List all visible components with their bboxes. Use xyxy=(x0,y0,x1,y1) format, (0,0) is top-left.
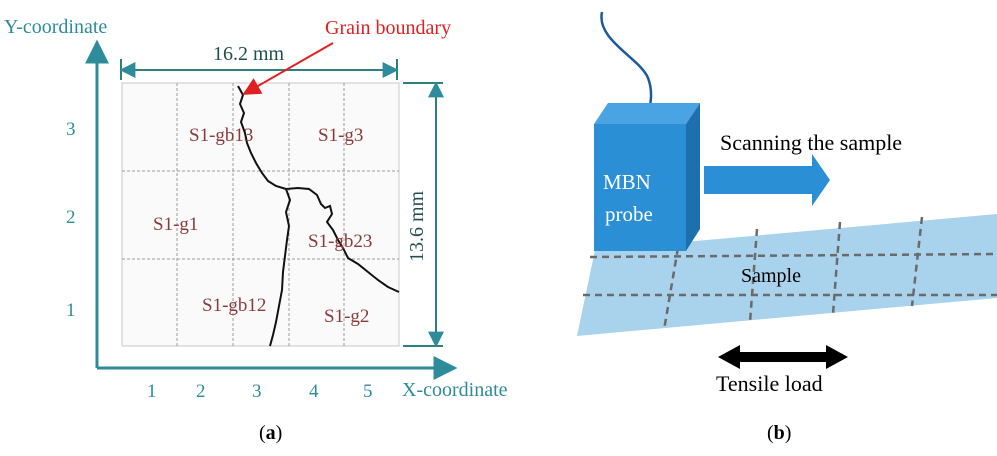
probe-front xyxy=(594,124,686,251)
y-tick-3: 3 xyxy=(66,119,76,140)
probe-top xyxy=(594,103,700,124)
sample-grid xyxy=(583,216,997,331)
probe-side xyxy=(686,103,700,251)
panel-a: Y-coordinate X-coordinate 1 2 3 4 5 3 2 … xyxy=(4,16,508,402)
tensile-load-label: Tensile load xyxy=(716,371,823,396)
caption-b-open: ( xyxy=(767,422,774,444)
sample-area xyxy=(121,82,400,347)
caption-a-close: ) xyxy=(275,422,283,444)
scan-direction-arrow xyxy=(704,154,830,206)
region-label-gb23: S1-gb23 xyxy=(308,231,372,252)
panel-b: Sample MBN probe Scanning the sample Ten… xyxy=(577,11,997,396)
x-tick-5: 5 xyxy=(363,381,373,402)
y-axis-label: Y-coordinate xyxy=(4,16,107,38)
width-dimension xyxy=(119,59,399,80)
scan-grid xyxy=(122,83,399,346)
annotation-label: Grain boundary xyxy=(325,17,451,39)
probe-label-line2: probe xyxy=(605,202,653,226)
region-label-g2: S1-g2 xyxy=(324,306,369,327)
probe-label-line1: MBN xyxy=(603,170,651,194)
region-label-g1: S1-g1 xyxy=(153,214,198,235)
height-dimension xyxy=(403,81,444,348)
x-tick-1: 1 xyxy=(147,381,157,402)
region-label-g3: S1-g3 xyxy=(318,125,363,146)
width-dimension-label: 16.2 mm xyxy=(213,43,285,65)
height-dimension-label: 13.6 mm xyxy=(406,190,428,262)
x-tick-2: 2 xyxy=(196,381,206,402)
x-axis-label: X-coordinate xyxy=(402,379,508,401)
annotation-arrow xyxy=(242,42,334,95)
x-tick-3: 3 xyxy=(252,381,262,402)
caption-b-close: ) xyxy=(784,422,792,444)
caption-a-letter: a xyxy=(265,422,276,444)
x-tick-4: 4 xyxy=(309,381,319,402)
caption-a-open: ( xyxy=(259,422,266,444)
caption-b: (b) xyxy=(767,422,791,445)
y-tick-1: 1 xyxy=(66,300,76,321)
y-tick-2: 2 xyxy=(66,207,76,228)
scan-label: Scanning the sample xyxy=(720,130,902,155)
caption-a: (a) xyxy=(259,422,282,445)
grain-boundary-line xyxy=(237,85,400,347)
caption-b-letter: b xyxy=(773,422,785,444)
sample-label: Sample xyxy=(741,265,801,287)
tensile-load-arrow xyxy=(718,345,848,369)
region-label-gb12: S1-gb12 xyxy=(202,295,266,316)
region-label-gb13: S1-gb13 xyxy=(189,125,253,146)
